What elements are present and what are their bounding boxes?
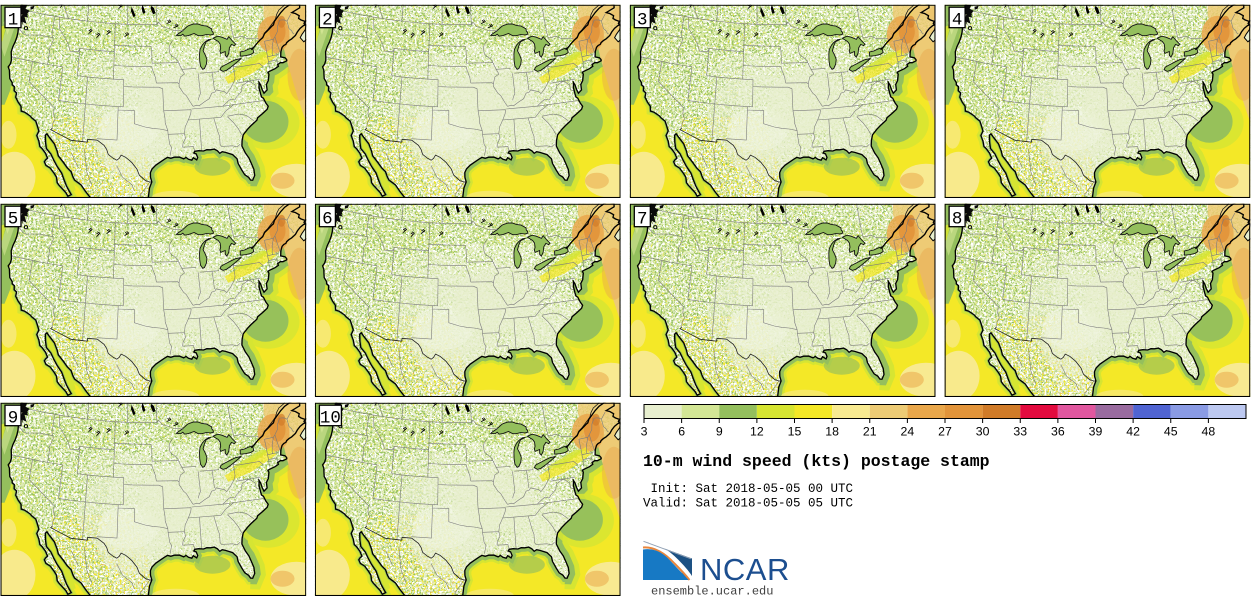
svg-text:45: 45 (1164, 425, 1178, 439)
svg-text:Valid: Sat 2018-05-05 05 UTC: Valid: Sat 2018-05-05 05 UTC (643, 497, 853, 511)
svg-text:NCAR: NCAR (700, 552, 790, 587)
svg-text:39: 39 (1089, 425, 1103, 439)
svg-text:8: 8 (952, 210, 963, 230)
svg-text:4: 4 (952, 11, 963, 31)
svg-text:2: 2 (322, 11, 333, 31)
svg-text:6: 6 (678, 425, 685, 439)
svg-text:6: 6 (322, 210, 333, 230)
svg-text:5: 5 (8, 210, 19, 230)
svg-text:15: 15 (788, 425, 802, 439)
svg-text:24: 24 (901, 425, 915, 439)
svg-text:33: 33 (1013, 425, 1027, 439)
svg-text:30: 30 (976, 425, 990, 439)
svg-text:7: 7 (637, 210, 648, 230)
svg-text:21: 21 (863, 425, 877, 439)
svg-text:48: 48 (1202, 425, 1216, 439)
svg-text:9: 9 (8, 409, 19, 429)
svg-text:Init: Sat 2018-05-05 00 UTC: Init: Sat 2018-05-05 00 UTC (651, 482, 854, 496)
svg-text:10-m wind speed (kts) postage: 10-m wind speed (kts) postage stamp (643, 452, 990, 471)
svg-text:42: 42 (1126, 425, 1140, 439)
svg-text:3: 3 (641, 425, 648, 439)
svg-text:10: 10 (320, 409, 341, 429)
svg-text:27: 27 (938, 425, 952, 439)
svg-text:ensemble.ucar.edu: ensemble.ucar.edu (651, 585, 773, 597)
svg-text:18: 18 (825, 425, 839, 439)
svg-text:9: 9 (716, 425, 723, 439)
svg-text:36: 36 (1051, 425, 1065, 439)
svg-text:12: 12 (750, 425, 764, 439)
svg-text:1: 1 (8, 11, 19, 31)
svg-text:3: 3 (637, 11, 648, 31)
